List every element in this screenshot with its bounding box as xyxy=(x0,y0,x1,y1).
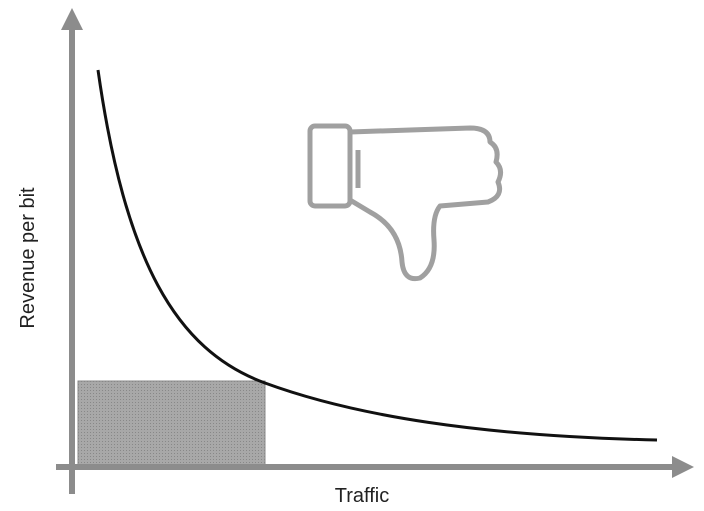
x-axis-label: Traffic xyxy=(335,485,389,507)
y-axis-arrow xyxy=(61,8,83,30)
x-axis-arrow xyxy=(672,456,694,478)
shaded-area xyxy=(77,380,266,468)
thumbs-down-icon xyxy=(307,123,504,282)
decay-curve xyxy=(96,69,658,442)
y-axis-label: Revenue per bit xyxy=(17,187,39,329)
